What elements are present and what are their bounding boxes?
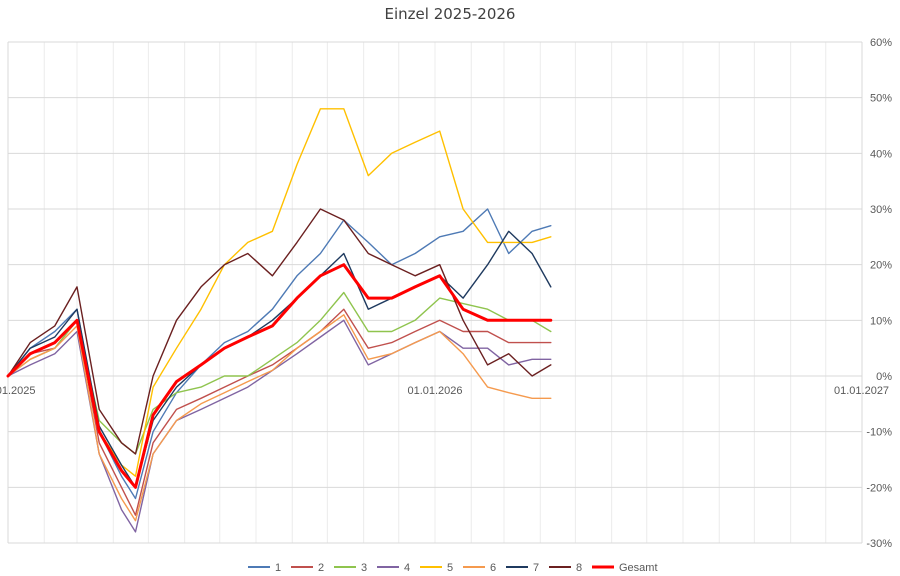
legend-label: Gesamt — [619, 562, 658, 574]
y-tick-label: 0% — [876, 371, 892, 383]
legend-label: 6 — [490, 562, 496, 574]
x-tick-label: 01.01.2027 — [834, 385, 889, 397]
y-tick-label: 20% — [870, 260, 892, 272]
legend-entry: 8 — [549, 562, 582, 574]
y-tick-label: 30% — [870, 204, 892, 216]
legend-entry: 4 — [377, 562, 410, 574]
chart-title: Einzel 2025-2026 — [384, 5, 516, 23]
series-line-3 — [7, 291, 552, 455]
y-tick-label: -20% — [866, 482, 892, 494]
y-tick-label: 40% — [870, 148, 892, 160]
legend-entry: 6 — [463, 562, 496, 574]
y-tick-label: 60% — [870, 37, 892, 49]
legend-entry: 5 — [420, 562, 453, 574]
series-line-gesamt — [6, 263, 553, 489]
legend-entry: 2 — [291, 562, 324, 574]
series-line-2 — [7, 308, 552, 516]
legend-label: 1 — [275, 562, 281, 574]
legend-label: 4 — [404, 562, 410, 574]
legend-label: 8 — [576, 562, 582, 574]
series-line-6 — [7, 314, 552, 522]
legend-entry: 1 — [248, 562, 281, 574]
legend-label: 7 — [533, 562, 539, 574]
legend-entry: 7 — [506, 562, 539, 574]
y-tick-label: 50% — [870, 93, 892, 105]
legend-entry: Gesamt — [592, 562, 658, 574]
legend-label: 2 — [318, 562, 324, 574]
legend-label: 5 — [447, 562, 453, 574]
x-tick-label: 01.01.2025 — [0, 385, 36, 397]
y-tick-label: -30% — [866, 538, 892, 550]
series-line-5 — [7, 108, 552, 477]
y-tick-label: -10% — [866, 427, 892, 439]
series-line-8 — [7, 208, 552, 455]
legend-entry: 3 — [334, 562, 367, 574]
legend-label: 3 — [361, 562, 367, 574]
x-tick-label: 01.01.2026 — [407, 385, 462, 397]
y-tick-label: 10% — [870, 315, 892, 327]
